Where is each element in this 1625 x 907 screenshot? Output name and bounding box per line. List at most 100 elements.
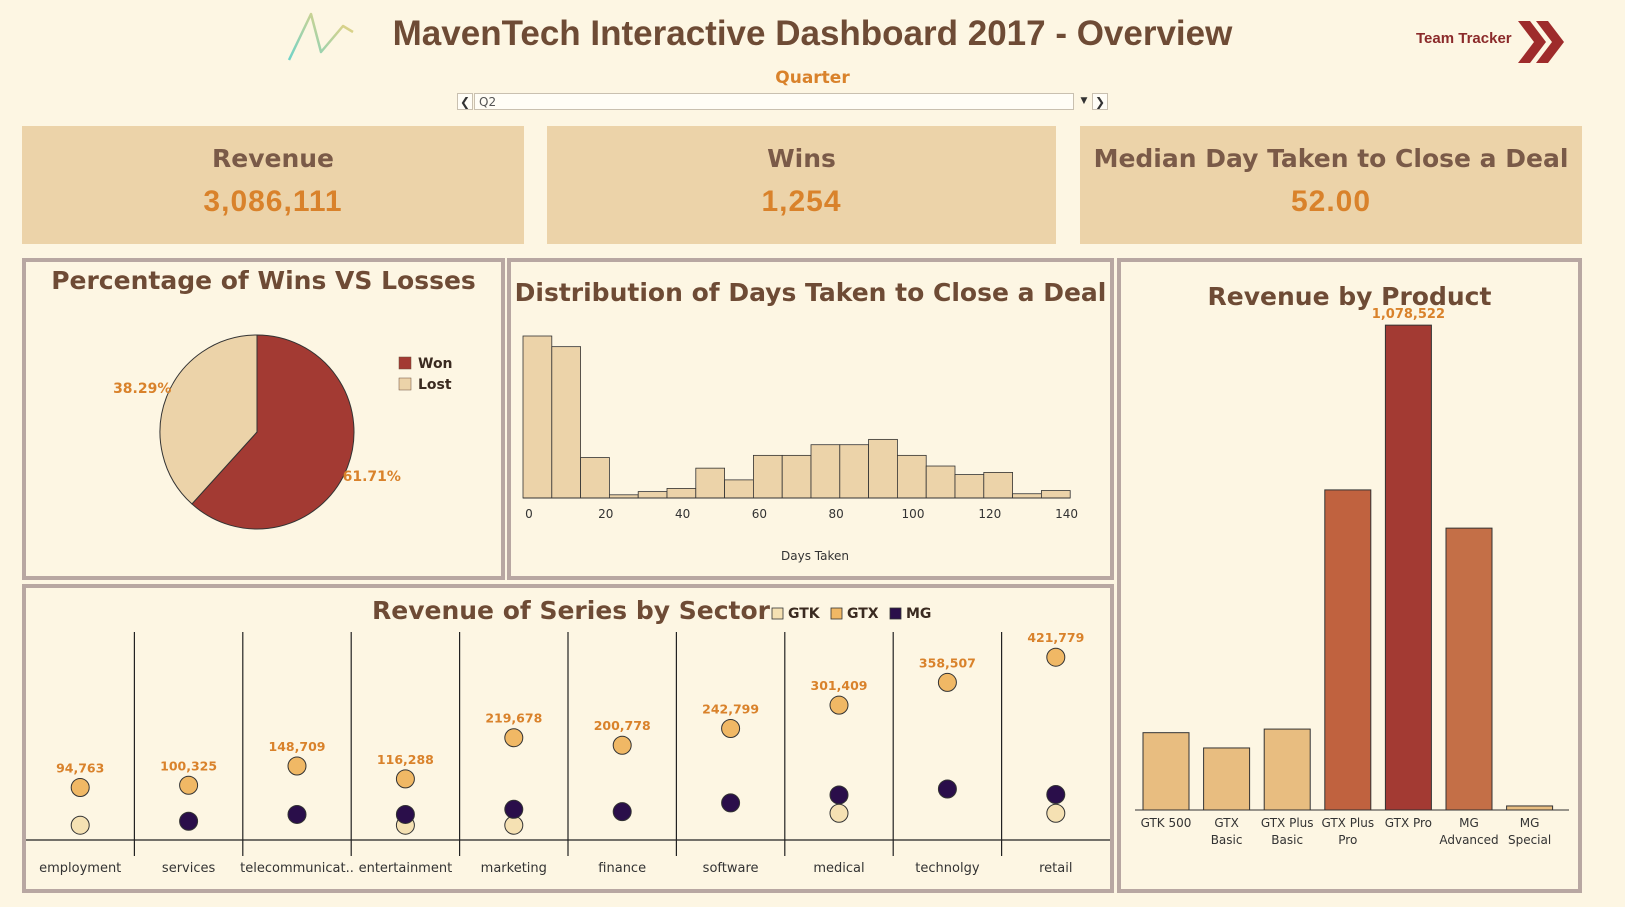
sector-value-label: 200,778 bbox=[594, 718, 651, 733]
histogram-bar bbox=[752, 454, 783, 499]
product-category-label: Basic bbox=[1211, 833, 1243, 847]
page-title: MavenTech Interactive Dashboard 2017 - O… bbox=[392, 14, 1233, 53]
product-category-label: Pro bbox=[1338, 833, 1357, 847]
product-category-label: GTX Plus bbox=[1261, 816, 1314, 830]
sector-dot-gtk bbox=[829, 803, 849, 823]
histogram-bar bbox=[925, 465, 956, 499]
histogram-bar bbox=[868, 438, 898, 499]
histogram-bar bbox=[839, 444, 869, 499]
product-category-label: Advanced bbox=[1439, 833, 1498, 847]
sector-value-label: 100,325 bbox=[160, 758, 217, 773]
histogram-tick-label: 40 bbox=[675, 507, 690, 521]
product-bar bbox=[1445, 527, 1493, 811]
histogram-x-axis-label: Days Taken bbox=[781, 549, 849, 563]
sector-dot-mg bbox=[721, 793, 741, 813]
sector-category-label: employment bbox=[39, 861, 121, 876]
kpi-value: 52.00 bbox=[1290, 185, 1372, 218]
histogram-bar bbox=[666, 488, 697, 499]
sector-dot-gtx bbox=[179, 775, 199, 795]
sector-dot-mg bbox=[1046, 785, 1066, 805]
kpi-card-revenue: Revenue 3,086,111 bbox=[22, 126, 524, 244]
histogram-tick-label: 20 bbox=[598, 507, 613, 521]
product-bar bbox=[1324, 489, 1372, 811]
sector-value-label: 116,288 bbox=[377, 752, 434, 767]
double-chevron-right-icon[interactable] bbox=[1516, 18, 1568, 66]
product-category-label: Special bbox=[1508, 833, 1551, 847]
product-bar bbox=[1142, 732, 1190, 811]
sector-value-label: 358,507 bbox=[919, 655, 976, 670]
product-category-label: MG bbox=[1520, 816, 1540, 830]
histogram-bar bbox=[954, 474, 985, 499]
pie-slice-lost bbox=[159, 334, 258, 505]
histogram-bar bbox=[522, 335, 553, 499]
histogram-panel: Distribution of Days Taken to Close a De… bbox=[507, 258, 1114, 580]
sector-chart-title: Revenue of Series by Sector bbox=[372, 596, 770, 625]
legend-label-won: Won bbox=[418, 356, 453, 372]
sector-value-label: 242,799 bbox=[702, 702, 759, 717]
histogram-bar bbox=[724, 479, 754, 499]
quarter-next-button[interactable]: ❯ bbox=[1092, 93, 1108, 110]
product-bar bbox=[1506, 805, 1554, 811]
kpi-label: Revenue bbox=[211, 144, 334, 173]
histogram-tick-label: 0 bbox=[525, 507, 533, 521]
kpi-card-wins: Wins 1,254 bbox=[547, 126, 1056, 244]
product-category-label: GTX Pro bbox=[1385, 816, 1432, 830]
product-category-label: GTX bbox=[1214, 816, 1238, 830]
legend-swatch-gtx bbox=[830, 607, 843, 620]
kpi-label: Median Day Taken to Close a Deal bbox=[1093, 144, 1569, 173]
sector-dot-gtx bbox=[829, 695, 849, 715]
histogram-bar bbox=[551, 346, 581, 499]
histogram-title: Distribution of Days Taken to Close a De… bbox=[514, 278, 1107, 307]
product-category-label: GTX Plus bbox=[1321, 816, 1374, 830]
kpi-value: 3,086,111 bbox=[203, 185, 343, 218]
legend-swatch-gtk bbox=[771, 607, 784, 620]
histogram-bar bbox=[781, 454, 812, 499]
pie-panel: Percentage of Wins VS Losses 61.71% 38.29… bbox=[22, 258, 505, 580]
histogram-bar bbox=[896, 454, 927, 499]
histogram-bar bbox=[1012, 493, 1042, 499]
sector-dot-mg bbox=[287, 804, 307, 824]
sector-dot-gtk bbox=[504, 815, 524, 835]
kpi-label: Wins bbox=[767, 144, 836, 173]
sector-value-label: 148,709 bbox=[269, 739, 326, 754]
sector-category-label: medical bbox=[813, 861, 864, 876]
chevron-down-icon[interactable]: ▼ bbox=[1080, 96, 1088, 106]
sector-category-label: retail bbox=[1039, 861, 1072, 876]
pie-slice-label: 61.71% bbox=[343, 469, 401, 485]
quarter-prev-button[interactable]: ❮ bbox=[457, 93, 473, 110]
sector-category-label: marketing bbox=[481, 861, 547, 876]
maventech-logo bbox=[287, 12, 354, 61]
product-value-label: 1,078,522 bbox=[1372, 307, 1445, 322]
product-category-label: Basic bbox=[1271, 833, 1303, 847]
quarter-select[interactable]: Q2 bbox=[474, 93, 1074, 110]
team-tracker-link[interactable]: Team Tracker bbox=[1416, 30, 1512, 47]
kpi-card-median-days: Median Day Taken to Close a Deal 52.00 bbox=[1080, 126, 1582, 244]
sector-value-label: 219,678 bbox=[485, 711, 542, 726]
sector-category-label: entertainment bbox=[359, 861, 453, 876]
histogram-bar bbox=[637, 491, 668, 499]
sector-category-label: finance bbox=[598, 861, 646, 876]
legend-swatch-lost bbox=[398, 377, 412, 391]
product-bar bbox=[1203, 747, 1251, 811]
histogram-tick-label: 140 bbox=[1055, 507, 1078, 521]
legend-label-gtx: GTX bbox=[847, 606, 879, 622]
sector-dot-chart: GTK GTX MG employment 94,763 services 100,3… bbox=[26, 606, 1110, 876]
sector-dot-gtx bbox=[721, 719, 741, 739]
sector-dot-gtk bbox=[70, 815, 90, 835]
histogram-bar bbox=[983, 472, 1013, 499]
legend-label-mg: MG bbox=[906, 606, 931, 622]
product-category-label: MG bbox=[1459, 816, 1479, 830]
legend-label-lost: Lost bbox=[418, 377, 452, 393]
sector-dot-gtx bbox=[395, 769, 415, 789]
pie-slice-label: 38.29% bbox=[113, 381, 171, 397]
histogram-tick-label: 100 bbox=[902, 507, 925, 521]
histogram-bar bbox=[810, 444, 841, 499]
sector-dot-mg bbox=[829, 785, 849, 805]
sector-dot-mg bbox=[504, 799, 524, 819]
sector-dot-mg bbox=[395, 804, 415, 824]
pie-chart: 61.71% 38.29% Won Lost bbox=[113, 334, 453, 530]
histogram-bar bbox=[1041, 490, 1071, 499]
product-category-label: GTK 500 bbox=[1141, 816, 1192, 830]
histogram-bar bbox=[580, 457, 610, 499]
sector-dot-mg bbox=[612, 802, 632, 822]
